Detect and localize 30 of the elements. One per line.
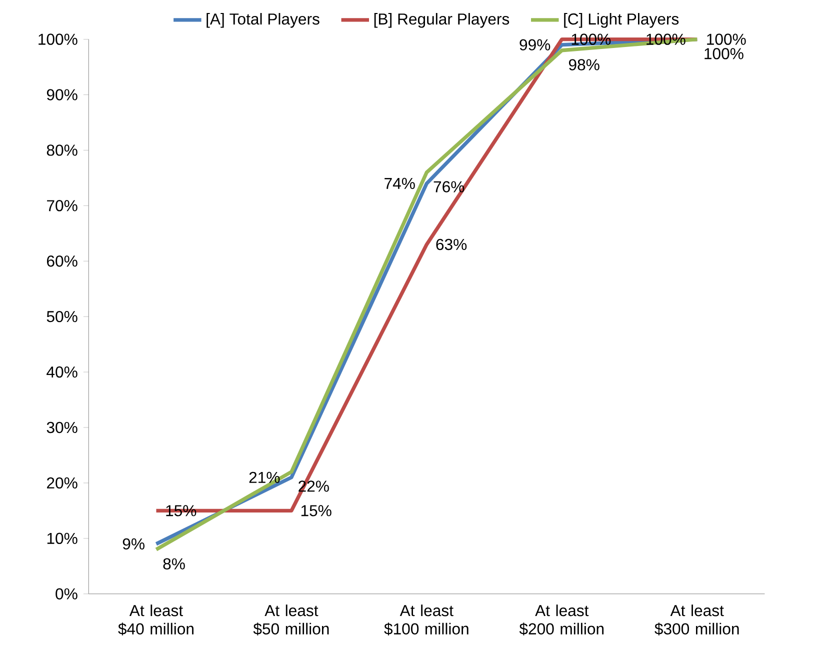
x-tick-label: At least $100 million (384, 604, 468, 636)
y-tick-label: 80% (46, 144, 78, 156)
y-tick-label: 100% (38, 34, 78, 45)
y-tick-label: 40% (46, 366, 78, 378)
data-label: 100% (707, 34, 746, 45)
y-tick-label: 50% (46, 310, 78, 322)
legend-label: [A] Total Players (206, 12, 320, 28)
legend-label: [B] Regular Players (374, 12, 510, 28)
data-label: 99% (520, 39, 550, 50)
y-tick-label: 10% (47, 532, 78, 544)
x-tick-label: At least $300 million (654, 604, 739, 636)
x-tick-label: At least $200 million (519, 604, 604, 636)
y-tick-label: 70% (47, 200, 78, 212)
data-label: 8% (163, 558, 185, 570)
x-tick-label: At least $40 million (118, 604, 194, 636)
data-label: 100% (704, 48, 744, 60)
x-tick-label: At least $50 million (253, 604, 329, 636)
y-tick-label: 20% (47, 477, 78, 488)
data-label: 15% (301, 505, 332, 516)
data-label: 100% (646, 34, 686, 45)
data-label: 21% (249, 472, 280, 483)
y-tick-label: 0% (56, 588, 78, 600)
data-label: 63% (436, 238, 467, 250)
y-tick-label: 60% (47, 255, 78, 267)
data-label: 9% (122, 538, 144, 550)
y-tick-label: 30% (46, 422, 78, 434)
y-tick-label: 90% (46, 89, 78, 100)
data-label: 98% (568, 59, 600, 70)
legend-label: [C] Light Players (564, 12, 679, 28)
data-label: 74% (384, 178, 415, 189)
